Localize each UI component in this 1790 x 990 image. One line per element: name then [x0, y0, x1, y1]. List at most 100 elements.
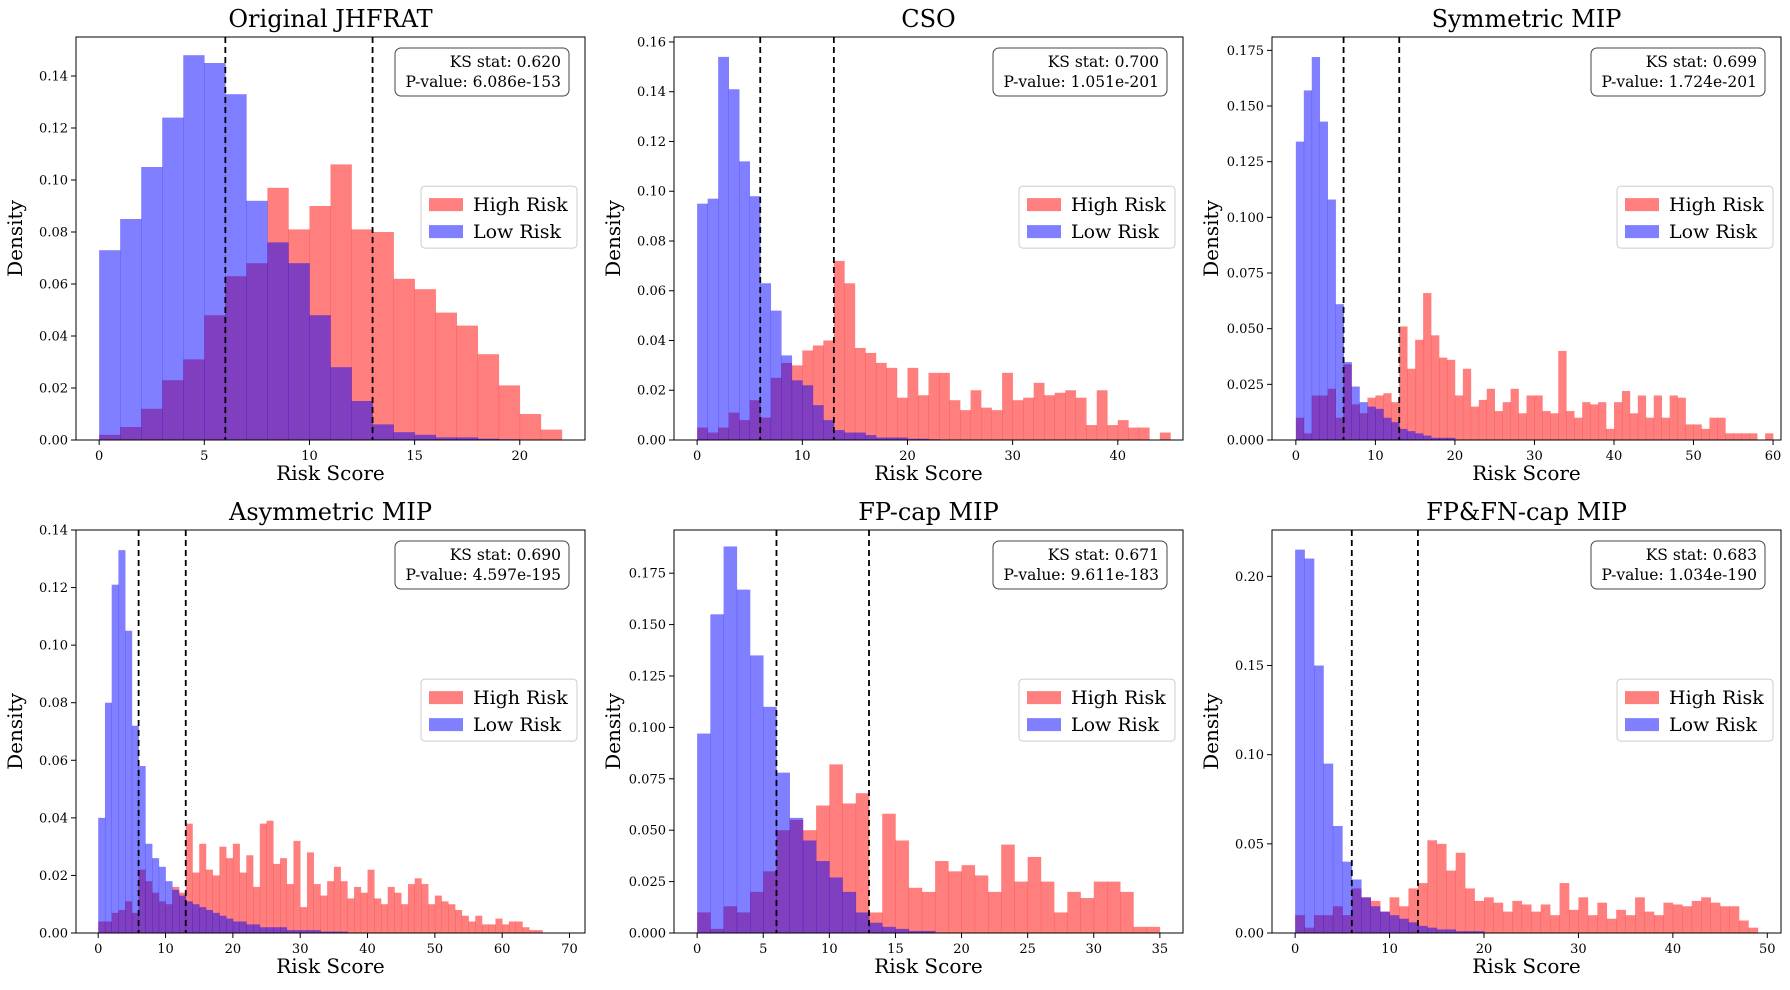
low-risk-series — [98, 550, 348, 933]
low-risk-bar — [1323, 763, 1334, 933]
axes-frame — [673, 36, 1184, 441]
low-risk-bar — [1446, 437, 1456, 440]
x-tick-label: 70 — [561, 942, 578, 957]
y-tick-label: 0.05 — [1235, 837, 1264, 852]
high-risk-bar — [1765, 433, 1774, 440]
high-risk-bar — [1672, 904, 1683, 933]
high-risk-bar — [1138, 427, 1150, 440]
high-risk-bar — [286, 884, 294, 933]
low-risk-bar — [477, 438, 500, 440]
high-risk-bar — [185, 823, 193, 933]
y-tick-label: 0.12 — [637, 135, 666, 150]
high-risk-bar — [300, 907, 308, 933]
high-risk-bar — [273, 863, 281, 933]
high-risk-bar — [854, 347, 866, 440]
low-risk-bar — [908, 930, 923, 933]
low-risk-bar — [1351, 879, 1362, 933]
y-tick-label: 0.025 — [629, 875, 666, 890]
high-risk-bar — [1484, 897, 1494, 933]
low-risk-bar — [1370, 906, 1381, 933]
low-risk-bar — [1351, 386, 1360, 440]
legend-low-risk-swatch — [1027, 718, 1061, 732]
high-risk-bar — [1120, 891, 1134, 933]
high-risk-bar — [246, 855, 254, 933]
high-risk-bar — [1391, 402, 1400, 440]
low-risk-bar — [1391, 422, 1400, 440]
y-tick-label: 0.050 — [1227, 322, 1264, 337]
x-tick-label: 60 — [494, 942, 511, 957]
low-risk-bar — [875, 437, 887, 440]
high-risk-bar — [1001, 844, 1015, 933]
high-risk-bar — [928, 372, 940, 440]
high-risk-bar — [1159, 432, 1171, 440]
y-tick-label: 0.10 — [1235, 748, 1264, 763]
low-risk-bar — [739, 161, 751, 440]
y-tick-label: 0.075 — [1227, 267, 1264, 282]
high-risk-bar — [393, 278, 415, 440]
low-risk-bar — [232, 921, 240, 933]
low-risk-series — [99, 55, 521, 440]
low-risk-bar — [118, 550, 126, 933]
x-tick-label: 20 — [512, 449, 529, 464]
y-axis-label: Density — [1199, 199, 1223, 276]
high-risk-bar — [1568, 909, 1579, 933]
high-risk-bar — [1423, 293, 1432, 440]
high-risk-bar — [1542, 411, 1551, 440]
high-risk-bar — [855, 793, 870, 933]
low-risk-bar — [1446, 929, 1456, 933]
y-axis-label: Density — [3, 692, 27, 769]
axes-frame — [1271, 36, 1782, 441]
low-risk-bar — [313, 930, 321, 933]
low-risk-bar — [162, 117, 184, 440]
ks-stat: KS stat: 0.700 — [1048, 53, 1159, 71]
y-tick-label: 0.02 — [637, 384, 666, 399]
low-risk-bar — [781, 355, 793, 440]
high-risk-bar — [1534, 395, 1543, 440]
legend-low-risk-label: Low Risk — [1669, 221, 1757, 243]
high-risk-bar — [1717, 417, 1726, 440]
high-risk-bar — [477, 354, 500, 440]
high-risk-bar — [1616, 909, 1626, 933]
low-risk-bar — [842, 891, 857, 933]
low-risk-bar — [104, 702, 112, 933]
low-risk-bar — [246, 200, 268, 440]
low-risk-bar — [267, 242, 289, 440]
x-tick-label: 35 — [1152, 942, 1169, 957]
x-tick-label: 0 — [94, 942, 102, 957]
high-risk-bar — [428, 904, 436, 933]
high-risk-bar — [448, 904, 456, 933]
high-risk-bar — [812, 345, 824, 440]
high-risk-bar — [226, 858, 234, 933]
high-risk-bar — [1117, 420, 1129, 440]
high-risk-bar — [1014, 881, 1028, 933]
high-risk-bar — [495, 918, 503, 933]
y-tick-label: 0.150 — [1227, 100, 1264, 115]
low-risk-bar — [172, 889, 180, 933]
high-risk-bar — [515, 921, 523, 933]
high-risk-bar — [1669, 395, 1678, 440]
low-risk-bar — [770, 310, 782, 440]
high-risk-bar — [1470, 406, 1480, 440]
low-risk-bar — [1417, 925, 1428, 933]
high-risk-bar — [1128, 427, 1140, 440]
plot-area — [697, 546, 1161, 933]
high-risk-bar — [519, 414, 542, 440]
high-risk-bar — [441, 901, 449, 933]
legend-low-risk-label: Low Risk — [1071, 221, 1159, 243]
legend-high-risk-swatch — [429, 691, 463, 705]
high-risk-bar — [374, 898, 382, 933]
low-risk-bar — [921, 930, 936, 933]
high-risk-bar — [823, 340, 835, 440]
x-tick-label: 60 — [1765, 449, 1782, 464]
legend-low-risk-label: Low Risk — [1071, 714, 1159, 736]
x-tick-label: 5 — [200, 449, 208, 464]
high-risk-bar — [461, 915, 469, 933]
legend-low-risk-swatch — [1027, 225, 1061, 239]
x-tick-label: 0 — [693, 449, 701, 464]
low-risk-bar — [199, 907, 207, 933]
low-risk-bar — [306, 930, 314, 933]
high-risk-bar — [1625, 915, 1636, 933]
plot-area — [99, 55, 563, 440]
high-risk-bar — [1597, 902, 1608, 933]
